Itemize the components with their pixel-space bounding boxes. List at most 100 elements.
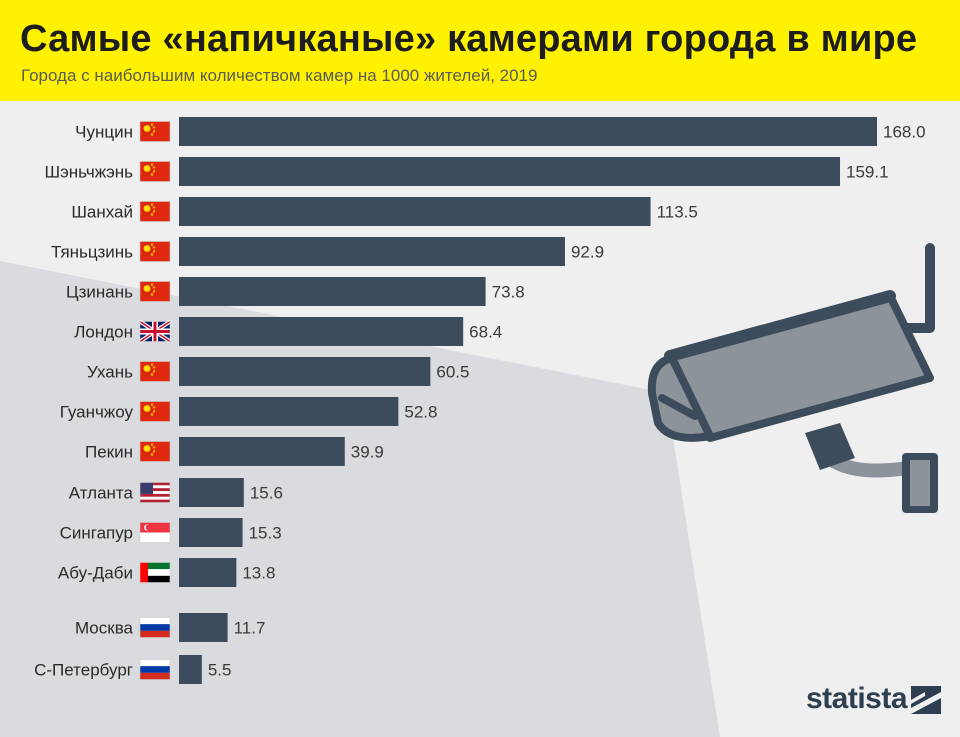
flag-usa-stripe [140,485,170,489]
value-label: 5.5 [208,661,232,680]
flag-border [139,441,171,462]
bar [179,655,202,684]
flag-china-star [143,205,151,212]
flag-china-icon [139,361,171,382]
flag-border [139,482,171,503]
flag-china-icon [139,401,171,422]
bar-row: Сингапур 15.3 [60,518,282,547]
security-camera-icon [647,243,938,513]
flag-china-star [143,285,151,292]
flag-china-star [143,405,151,412]
flag-china-small-star [150,443,154,446]
bar [179,277,486,306]
flag-china-small-star [152,446,156,449]
value-label: 73.8 [492,283,525,302]
flag-border [139,401,171,422]
flag-ru-red [140,630,170,638]
category-label: С-Петербург [34,661,133,680]
bar-row: С-Петербург 5.5 [34,655,231,684]
flag-sg-white [140,532,170,543]
flag-china-small-star [150,293,154,296]
flag-uae-black [140,575,170,583]
category-label: Ухань [87,363,133,382]
flag-china-small-star [150,363,154,366]
flag-china-small-star [150,123,154,126]
value-label: 92.9 [571,243,604,262]
flag-china-icon [139,161,171,182]
category-label: Москва [75,619,134,638]
flag-border [139,161,171,182]
flag-china-small-star [152,286,156,289]
flag-china-star [143,365,151,372]
flag-china-icon [139,201,171,222]
flag-china-small-star [150,373,154,376]
bar-row: Атланта 15.6 [69,478,283,507]
bar [179,518,243,547]
value-label: 39.9 [351,443,384,462]
flag-china-small-star [150,243,154,246]
category-label: Сингапур [60,524,133,543]
flag-uk-red-h [140,330,170,333]
value-label: 159.1 [846,163,889,182]
category-label: Чунцин [75,123,133,142]
flag-sg-red [140,522,170,533]
flag-china-small-star [150,453,154,456]
flag-ru-white [140,617,170,625]
flag-china-small-star [152,166,156,169]
flag-china-small-star [152,406,156,409]
flag-china-small-star [152,210,156,213]
bar [179,157,841,186]
statista-logo-icon [911,686,941,714]
bar-row: Лондон 68.4 [74,317,502,346]
flag-china-small-star [152,130,156,133]
category-label: Шанхай [71,203,133,222]
bar [179,117,877,146]
value-label: 15.3 [249,524,282,543]
flag-china-star [143,165,151,172]
bar-row: Москва 11.7 [75,613,265,642]
flag-russia-icon [139,617,171,638]
flag-china-small-star [152,366,156,369]
flag-usa-icon [139,482,171,503]
flag-usa-stripe [140,493,170,497]
flag-border [139,121,171,142]
flag-uae-green [140,562,170,570]
flag-china-star [143,245,151,252]
category-label: Тяньцзинь [51,243,133,262]
flag-russia-icon [139,659,171,680]
bar-row: Чунцин 168.0 [75,117,926,146]
flag-china-icon [139,281,171,302]
flag-china-small-star [150,253,154,256]
flag-china-small-star [150,283,154,286]
flag-border [139,201,171,222]
bar [179,613,228,642]
flag-usa-stripe [140,496,170,500]
flag-border [139,617,171,638]
bar [179,357,431,386]
flag-china-icon [139,121,171,142]
flag-border [139,659,171,680]
flag-usa-stripe [140,491,170,494]
flag-china-small-star [150,163,154,166]
flag-china-small-star [152,170,156,173]
flag-china-small-star [152,410,156,413]
flag-border [139,321,171,342]
flag-border [139,281,171,302]
category-label: Пекин [85,443,133,462]
flag-ru-red [140,672,170,680]
flag-china-small-star [152,246,156,249]
flag-china-small-star [152,250,156,253]
flag-uae-icon [139,562,171,583]
value-label: 15.6 [250,484,283,503]
value-label: 168.0 [883,123,926,142]
flag-uk-icon [138,319,172,344]
category-label: Абу-Даби [58,564,133,583]
bar-row: Абу-Даби 13.8 [58,558,275,587]
bar [179,397,399,426]
flag-china-small-star [150,213,154,216]
bar-row: Пекин 39.9 [85,437,384,466]
bar [179,197,651,226]
flag-ru-blue [140,666,170,673]
value-label: 13.8 [242,564,275,583]
bar-row: Гуанчжоу 52.8 [60,397,437,426]
